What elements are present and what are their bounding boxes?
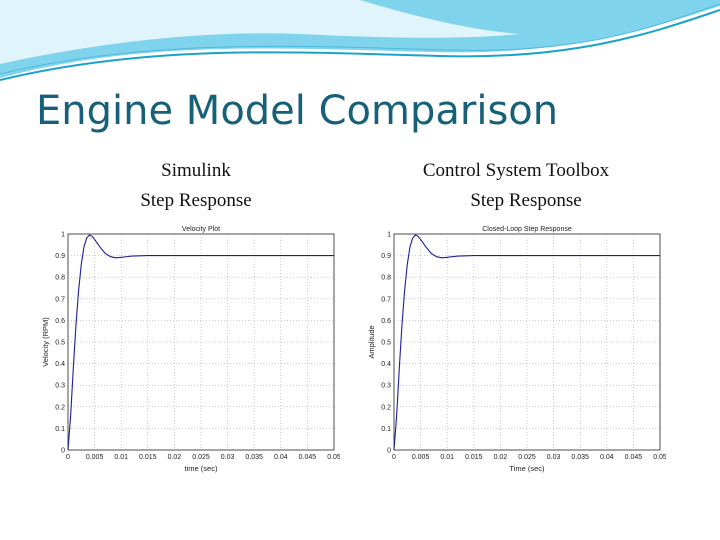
cst-y-tick-label: 0.2 [381,404,391,411]
cst-caption-line2: Step Response [470,190,582,211]
cst-x-tick-label: 0 [392,454,396,461]
cst-x-tick-label: 0.005 [412,454,430,461]
cst-y-tick-label: 0.6 [381,318,391,325]
simulink-chart-title: Velocity Plot [182,226,220,233]
cst-x-tick-label: 0.05 [653,454,666,461]
simulink-x-tick-label: 0.045 [299,454,317,461]
cst-y-tick-label: 0.7 [381,296,391,303]
cst-x-axis-label: Time (sec) [509,464,545,473]
simulink-x-tick-label: 0.015 [139,454,157,461]
header-wave-decoration [0,0,720,81]
simulink-step-response-chart: 0 0.005 0.01 0.015 0.02 0.025 0.03 0.035 0.04 0.0… [41,226,340,473]
simulink-y-tick-label: 0.6 [55,318,65,325]
simulink-x-tick-label: 0.02 [168,454,182,461]
cst-y-tick-label: 0.5 [381,340,391,347]
simulink-series-line [67,234,334,451]
simulink-caption-line2: Step Response [140,190,252,211]
cst-caption: Control System Toolbox Step Response [398,156,634,216]
simulink-y-tick-label: 0.9 [55,253,65,260]
wave-main-band [0,0,720,78]
simulink-x-tick-label: 0.05 [327,454,340,461]
cst-y-tick-label: 0 [387,448,391,455]
simulink-y-tick-label: 0.2 [55,404,65,411]
cst-x-tick-label: 0.02 [494,454,508,461]
simulink-x-tick-label: 0.005 [86,454,104,461]
cst-step-response-chart: 0 0.005 0.01 0.015 0.02 0.025 0.03 0.035 0.04 0.0… [367,226,666,473]
cst-x-tick-label: 0.01 [440,454,454,461]
cst-series-line [393,234,660,451]
cst-x-tick-label: 0.025 [518,454,536,461]
simulink-y-tick-label: 0.1 [55,426,65,433]
cst-y-tick-label: 0.1 [381,426,391,433]
cst-x-tick-label: 0.03 [547,454,561,461]
cst-y-axis-label: Amplitude [367,325,376,358]
simulink-caption: Simulink Step Response [118,156,274,216]
wave-thin-line [0,3,720,75]
simulink-x-tick-label: 0.035 [245,454,263,461]
wave-dark-line [0,9,720,81]
cst-y-tick-label: 0.4 [381,361,391,368]
cst-x-tick-label: 0.015 [465,454,483,461]
simulink-y-tick-label: 0.3 [55,383,65,390]
simulink-y-tick-label: 0.8 [55,275,65,282]
simulink-y-axis-label: Velocity (RPM) [41,317,50,367]
simulink-x-axis-label: time (sec) [185,464,218,473]
cst-y-tick-label: 0.8 [381,275,391,282]
slide-title: Engine Model Comparison [36,88,559,134]
simulink-y-tick-label: 0.7 [55,296,65,303]
cst-y-tick-label: 0.3 [381,383,391,390]
simulink-x-tick-label: 0.03 [221,454,235,461]
cst-x-tick-label: 0.035 [571,454,589,461]
simulink-y-tick-label: 1 [61,232,65,239]
simulink-x-tick-label: 0 [66,454,70,461]
simulink-x-tick-label: 0.025 [192,454,210,461]
simulink-y-tick-label: 0 [61,448,65,455]
simulink-caption-line1: Simulink [161,160,231,181]
cst-x-tick-label: 0.04 [600,454,614,461]
simulink-x-tick-label: 0.04 [274,454,288,461]
cst-x-tick-label: 0.045 [625,454,643,461]
cst-caption-line1: Control System Toolbox [422,160,610,181]
simulink-x-tick-label: 0.01 [114,454,128,461]
simulink-y-tick-label: 0.5 [55,340,65,347]
simulink-y-tick-label: 0.4 [55,361,65,368]
cst-y-tick-label: 0.9 [381,253,391,260]
cst-y-tick-label: 1 [387,232,391,239]
cst-chart-title: Closed-Loop Step Response [482,226,572,233]
